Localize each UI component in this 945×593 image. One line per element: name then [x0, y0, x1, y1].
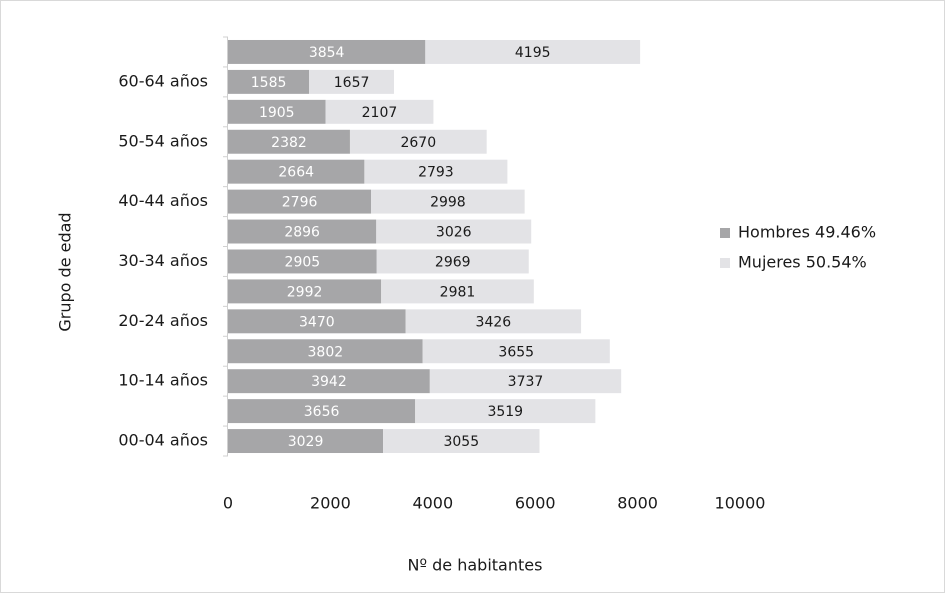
legend-swatch	[720, 228, 730, 238]
data-label: 3737	[508, 374, 544, 390]
bar-segment	[325, 99, 434, 124]
x-tick-label: 8000	[617, 494, 658, 513]
bar-segment	[376, 249, 529, 274]
bar-segment	[429, 369, 622, 394]
data-label: 3055	[443, 434, 479, 450]
bar-segment	[364, 159, 508, 184]
bar-segment	[228, 129, 350, 154]
y-tick-label: 00-04 años	[118, 431, 208, 450]
data-label: 3655	[498, 344, 534, 360]
bar-segment	[228, 39, 426, 64]
legend-label: Hombres 49.46%	[738, 223, 876, 242]
y-tick-label: 30-34 años	[118, 251, 208, 270]
bar-segment	[422, 339, 610, 364]
bar-segment	[228, 99, 326, 124]
bar-segment	[228, 339, 423, 364]
data-label: 2382	[271, 135, 307, 151]
y-tick-label: 50-54 años	[118, 131, 208, 150]
x-tick-label: 2000	[310, 494, 351, 513]
x-tick-label: 6000	[515, 494, 556, 513]
data-label: 3470	[299, 314, 335, 330]
bar-segment	[376, 219, 532, 244]
data-label: 2981	[440, 284, 476, 300]
bar-segment	[228, 429, 384, 454]
bar-segment	[371, 189, 525, 214]
bar-segment	[228, 369, 430, 394]
data-label: 2670	[400, 135, 436, 151]
bar-segment	[228, 69, 310, 94]
data-label: 1585	[251, 75, 287, 91]
bar-segment	[425, 39, 641, 64]
data-label: 2664	[278, 165, 314, 181]
legend-label: Mujeres 50.54%	[738, 253, 867, 272]
data-label: 1905	[259, 105, 295, 121]
bar-segment	[228, 279, 382, 304]
data-label: 3026	[436, 225, 472, 241]
legend-swatch	[720, 258, 730, 268]
data-label: 3029	[288, 434, 324, 450]
x-tick-label: 10000	[715, 494, 766, 513]
bar-segment	[228, 219, 377, 244]
data-label: 3519	[487, 404, 523, 420]
bar-segment	[383, 429, 540, 454]
data-label: 3802	[308, 344, 344, 360]
bar-segment	[228, 399, 416, 424]
bar-segment	[228, 159, 365, 184]
y-tick-label: 10-14 años	[118, 371, 208, 390]
bar-segment	[349, 129, 487, 154]
data-label: 3854	[309, 45, 345, 61]
bar-segment	[415, 399, 596, 424]
data-label: 2107	[362, 105, 398, 121]
data-label: 3942	[311, 374, 347, 390]
data-label: 2793	[418, 165, 454, 181]
data-label: 2992	[287, 284, 323, 300]
bar-segment	[381, 279, 534, 304]
data-label: 4195	[515, 45, 551, 61]
data-label: 1657	[334, 75, 370, 91]
y-tick-label: 20-24 años	[118, 311, 208, 330]
data-label: 2998	[430, 195, 466, 211]
bar-segment	[228, 309, 406, 334]
y-tick-label: 60-64 años	[118, 71, 208, 90]
y-tick-label: 40-44 años	[118, 191, 208, 210]
bar-segment	[228, 189, 372, 214]
data-label: 2896	[284, 225, 320, 241]
x-axis-label: Nº de habitantes	[408, 556, 543, 575]
bar-segment	[405, 309, 582, 334]
data-label: 2905	[285, 254, 321, 270]
data-label: 2796	[282, 195, 318, 211]
data-label: 3426	[476, 314, 512, 330]
data-label: 2969	[435, 254, 471, 270]
y-axis-label: Grupo de edad	[56, 212, 75, 331]
data-label: 3656	[304, 404, 340, 420]
bar-segment	[228, 249, 377, 274]
bar-segment	[309, 69, 394, 94]
x-tick-label: 0	[223, 494, 233, 513]
x-tick-label: 4000	[412, 494, 453, 513]
